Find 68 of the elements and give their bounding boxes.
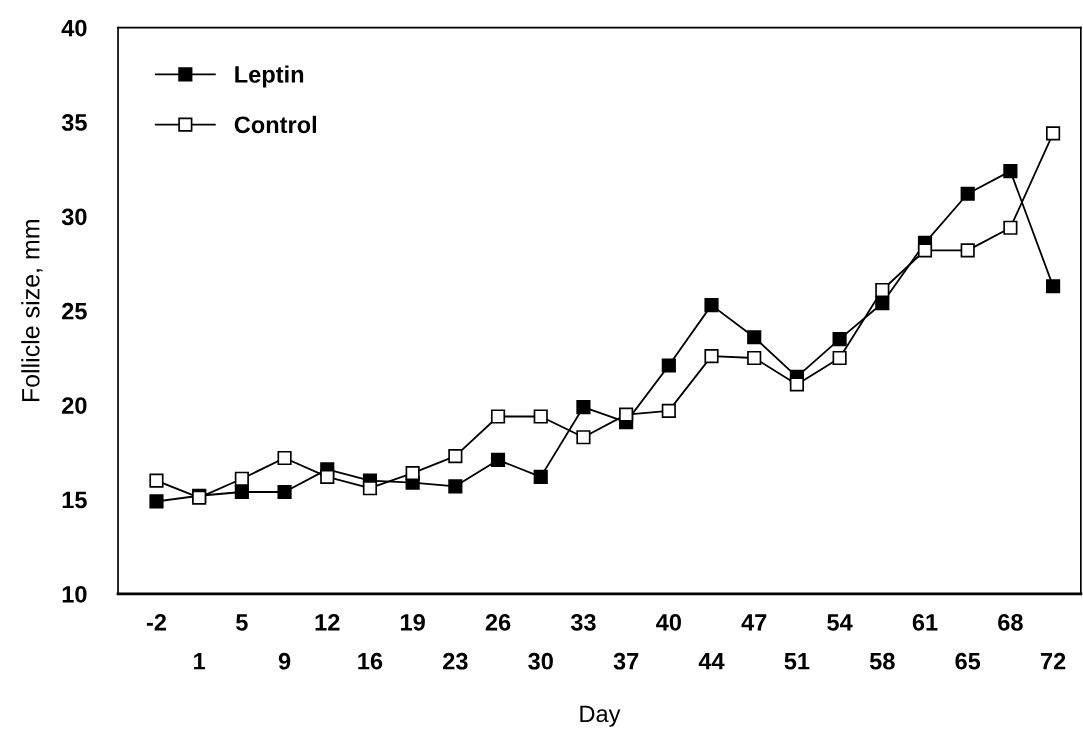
x-tick-label: 23: [443, 652, 468, 670]
x-tick-label: 9: [278, 652, 291, 670]
point: [832, 332, 847, 347]
point: [619, 407, 634, 422]
point: [1045, 279, 1061, 294]
legend-label: Leptin: [235, 65, 304, 88]
x-tick-label: 44: [698, 653, 725, 670]
point: [661, 358, 676, 373]
y-tick-label: 30: [61, 208, 87, 226]
legend-label: Control: [234, 115, 316, 134]
point: [704, 349, 719, 364]
point: [405, 466, 420, 481]
point: [704, 298, 719, 313]
x-tick-label: 51: [784, 653, 810, 670]
point: [234, 484, 249, 500]
x-tick-label: 54: [827, 614, 853, 631]
y-tick-label: 40: [61, 19, 87, 37]
point: [149, 473, 164, 488]
x-tick-label: 47: [741, 614, 767, 631]
x-tick-label: 1: [194, 653, 206, 670]
x-tick-label: 37: [613, 652, 639, 670]
point: [149, 494, 164, 509]
point: [1045, 126, 1061, 141]
y-axis-title: Follicle size, mm: [21, 220, 43, 402]
point: [747, 330, 762, 345]
x-tick-label: 58: [869, 652, 895, 670]
point: [747, 350, 762, 366]
point: [448, 449, 463, 464]
x-tick-label: 33: [570, 613, 596, 631]
x-tick-label: 12: [315, 613, 340, 631]
point: [875, 282, 890, 298]
point: [533, 409, 548, 424]
x-tick-label: 19: [401, 613, 425, 631]
x-tick-label: 26: [485, 613, 511, 631]
point: [533, 469, 548, 484]
point: [448, 479, 463, 494]
point: [960, 243, 975, 258]
point: [661, 403, 676, 418]
point: [490, 452, 506, 467]
point: [1003, 164, 1018, 179]
point: [789, 377, 804, 392]
point: [234, 471, 249, 486]
x-axis-title: Day: [580, 705, 621, 727]
x-tick-label: -2: [146, 613, 167, 631]
point: [960, 186, 975, 201]
x-tick-label: 68: [998, 613, 1023, 631]
point: [277, 484, 292, 500]
x-tick-label: 61: [912, 613, 938, 631]
point: [832, 350, 847, 366]
point: [576, 399, 591, 415]
point: [490, 409, 506, 424]
point: [277, 450, 292, 466]
point: [320, 469, 335, 484]
point: [576, 430, 591, 445]
point: [362, 481, 378, 496]
x-tick-label: 5: [236, 614, 248, 631]
point: [1003, 220, 1018, 235]
x-tick-label: 30: [528, 652, 553, 670]
x-tick-label: 16: [358, 652, 383, 670]
point: [917, 243, 933, 258]
y-tick-label: 35: [61, 114, 87, 131]
y-tick-label: 10: [62, 585, 87, 603]
x-tick-label: 40: [656, 613, 681, 631]
y-tick-label: 15: [62, 491, 87, 509]
x-tick-label: 65: [955, 652, 981, 670]
x-tick-label: 72: [1040, 652, 1066, 670]
y-tick-label: 20: [62, 397, 87, 414]
y-tick-label: 25: [62, 302, 87, 320]
